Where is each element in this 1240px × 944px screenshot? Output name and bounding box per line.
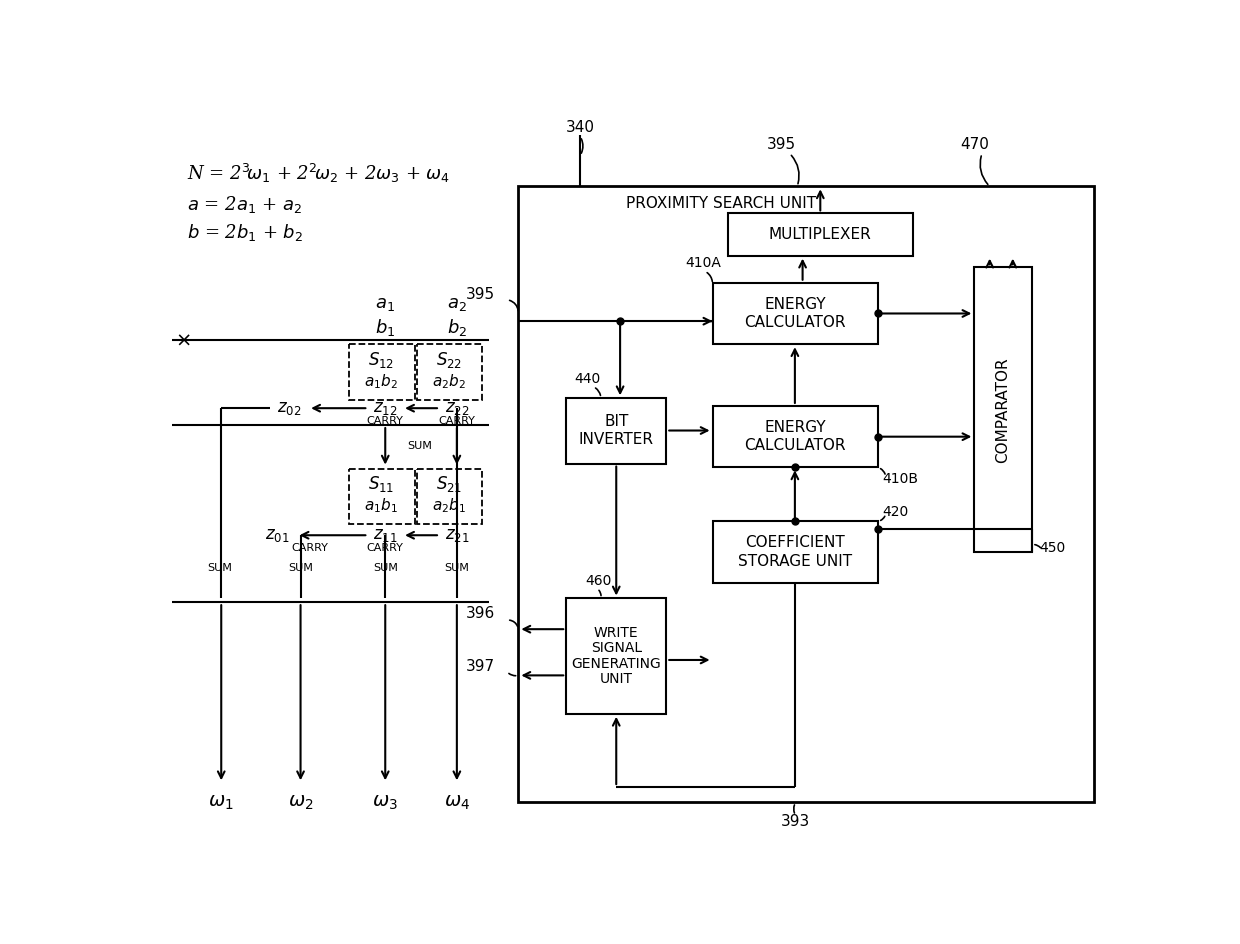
Text: SUM: SUM	[444, 563, 469, 573]
Text: $b_1$: $b_1$	[374, 317, 396, 338]
Text: INVERTER: INVERTER	[579, 432, 653, 447]
Text: COMPARATOR: COMPARATOR	[996, 357, 1011, 463]
Text: COEFFICIENT: COEFFICIENT	[745, 535, 844, 550]
Text: N = 2$^3\!\omega_1$ + 2$^2\!\omega_2$ + 2$\omega_3$ + $\omega_4$: N = 2$^3\!\omega_1$ + 2$^2\!\omega_2$ + …	[187, 161, 450, 185]
Text: $\omega_1$: $\omega_1$	[208, 793, 234, 812]
Text: $a_1$: $a_1$	[376, 295, 396, 313]
Text: $\omega_2$: $\omega_2$	[288, 793, 314, 812]
Text: $\omega_4$: $\omega_4$	[444, 793, 470, 812]
Text: CALCULATOR: CALCULATOR	[744, 315, 846, 330]
Text: CARRY: CARRY	[367, 543, 404, 552]
Bar	[350, 345, 414, 399]
Text: $a_1b_1$: $a_1b_1$	[365, 497, 398, 515]
Text: $b$ = 2$b_1$ + $b_2$: $b$ = 2$b_1$ + $b_2$	[187, 222, 304, 244]
Bar	[350, 469, 414, 525]
Text: SUM: SUM	[373, 563, 398, 573]
Text: 410B: 410B	[882, 472, 918, 486]
Text: $z_{01}$: $z_{01}$	[265, 527, 290, 544]
Text: $z_{02}$: $z_{02}$	[277, 399, 301, 416]
Bar	[713, 521, 878, 583]
Text: 470: 470	[960, 137, 988, 152]
Text: $z_{11}$: $z_{11}$	[373, 527, 398, 544]
Text: $\omega_3$: $\omega_3$	[372, 793, 398, 812]
Text: 393: 393	[781, 814, 810, 829]
Text: SUM: SUM	[207, 563, 232, 573]
Bar	[713, 406, 878, 467]
Bar	[567, 398, 666, 464]
Text: 396: 396	[465, 606, 495, 621]
Text: ENERGY: ENERGY	[764, 420, 826, 435]
Bar	[975, 267, 1032, 552]
Text: SUM: SUM	[407, 441, 432, 451]
Text: $a_2b_2$: $a_2b_2$	[433, 372, 466, 391]
Text: $z_{22}$: $z_{22}$	[445, 399, 469, 416]
Text: $\times$: $\times$	[175, 331, 191, 350]
Text: $b_2$: $b_2$	[446, 317, 467, 338]
Text: $a_2b_1$: $a_2b_1$	[433, 497, 466, 515]
Text: 450: 450	[1040, 541, 1066, 555]
Text: CARRY: CARRY	[367, 415, 404, 426]
Bar	[417, 345, 482, 399]
Text: 420: 420	[882, 505, 908, 519]
Text: 460: 460	[585, 575, 611, 588]
Text: 340: 340	[565, 120, 594, 135]
Bar	[567, 598, 666, 714]
Text: $S_{11}$: $S_{11}$	[368, 475, 394, 495]
Text: 440: 440	[574, 372, 600, 386]
Text: $z_{12}$: $z_{12}$	[373, 399, 398, 416]
Text: PROXIMITY SEARCH UNIT: PROXIMITY SEARCH UNIT	[626, 195, 816, 211]
Text: UNIT: UNIT	[600, 672, 632, 686]
Text: GENERATING: GENERATING	[572, 657, 661, 671]
Text: $a_2$: $a_2$	[446, 295, 466, 313]
Text: $S_{22}$: $S_{22}$	[436, 349, 463, 370]
Text: $a_1b_2$: $a_1b_2$	[365, 372, 398, 391]
Text: STORAGE UNIT: STORAGE UNIT	[738, 554, 852, 569]
Bar	[417, 469, 482, 525]
Text: MULTIPLEXER: MULTIPLEXER	[769, 227, 872, 242]
Text: CARRY: CARRY	[439, 415, 475, 426]
Bar	[713, 282, 878, 345]
Bar	[728, 213, 913, 256]
Bar	[518, 186, 1095, 802]
Text: 395: 395	[465, 287, 495, 302]
Text: SUM: SUM	[288, 563, 312, 573]
Text: $a$ = 2$a_1$ + $a_2$: $a$ = 2$a_1$ + $a_2$	[187, 194, 303, 214]
Text: 397: 397	[465, 659, 495, 674]
Text: CALCULATOR: CALCULATOR	[744, 438, 846, 453]
Text: SIGNAL: SIGNAL	[590, 641, 642, 655]
Text: BIT: BIT	[604, 413, 629, 429]
Text: WRITE: WRITE	[594, 626, 639, 640]
Text: $z_{21}$: $z_{21}$	[445, 527, 469, 544]
Text: ENERGY: ENERGY	[764, 296, 826, 312]
Text: $S_{12}$: $S_{12}$	[368, 349, 394, 370]
Text: $S_{21}$: $S_{21}$	[436, 475, 463, 495]
Text: 410A: 410A	[686, 257, 722, 270]
Text: CARRY: CARRY	[291, 543, 329, 552]
Text: 395: 395	[768, 137, 796, 152]
